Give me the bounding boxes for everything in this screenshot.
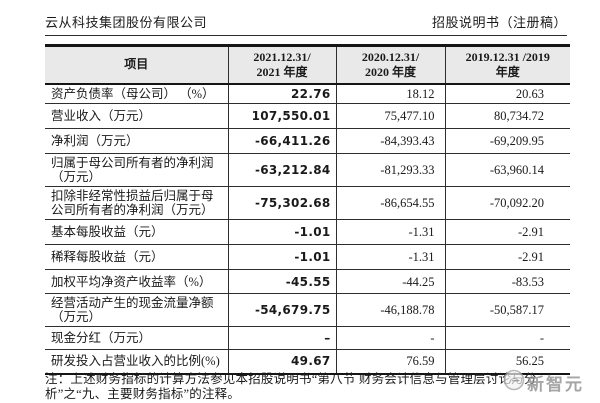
value-2020: 75,477.10 (335, 103, 445, 129)
value-2019: -2.91 (444, 244, 570, 270)
table-row: 研发投入占营业收入的比例(%) 49.67 76.59 56.25 (45, 349, 570, 375)
financial-indicators-table: 项目 2021.12.31/ 2021 年度 2020.12.31/ 2020 … (45, 44, 570, 375)
metric-label: 扣除非经常性损益后归属于母公司所有者的净利润（万元） (45, 186, 228, 220)
metric-label: 加权平均净资产收益率（%） (45, 269, 228, 294)
metric-label: 现金分红（万元） (45, 326, 228, 350)
column-header-2021: 2021.12.31/ 2021 年度 (227, 45, 336, 85)
value-2021: -54,679.75 (227, 293, 336, 327)
value-2020: -46,188.78 (335, 293, 445, 327)
table-row: 扣除非经常性损益后归属于母公司所有者的净利润（万元） -75,302.68 -8… (45, 186, 570, 220)
column-header-2020: 2020.12.31/ 2020 年度 (335, 45, 445, 85)
value-2021: 107,550.01 (227, 103, 336, 129)
value-2021: -1.01 (227, 244, 336, 270)
footnote-line-2: 析”之“九、主要财务指标”的注释。 (45, 387, 241, 401)
page-header: 云从科技集团股份有限公司 招股说明书（注册稿） (45, 12, 567, 36)
table-row: 资产负债率（母公司） （%） 22.76 18.12 20.63 (45, 83, 570, 104)
value-2019: 56.25 (444, 349, 570, 375)
table-row: 加权平均净资产收益率（%） -45.55 -44.25 -83.53 (45, 269, 570, 294)
table-row: 现金分红（万元） – - - (45, 326, 570, 350)
metric-label: 净利润（万元） (45, 128, 228, 154)
table-row: 经营活动产生的现金流量净额（万元） -54,679.75 -46,188.78 … (45, 293, 570, 327)
value-2020: -1.31 (335, 244, 445, 270)
value-2021: -1.01 (227, 219, 336, 245)
value-2020: -44.25 (335, 269, 445, 294)
metric-label: 经营活动产生的现金流量净额（万元） (45, 293, 228, 327)
value-2019: -70,092.20 (444, 186, 570, 220)
value-2020: -1.31 (335, 219, 445, 245)
value-2019: - (444, 326, 570, 350)
value-2019: -83.53 (444, 269, 570, 294)
metric-label: 稀释每股收益（元） (45, 244, 228, 270)
value-2019: -2.91 (444, 219, 570, 245)
table-row: 稀释每股收益（元） -1.01 -1.31 -2.91 (45, 244, 570, 270)
table-row: 净利润（万元） -66,411.26 -84,393.43 -69,209.95 (45, 128, 570, 154)
value-2021: 49.67 (227, 349, 336, 375)
value-2019: -50,587.17 (444, 293, 570, 327)
metric-label: 资产负债率（母公司） （%） (45, 83, 228, 104)
value-2019: -69,209.95 (444, 128, 570, 154)
value-2021: -66,411.26 (227, 128, 336, 154)
footnote-line-1: 注：上述财务指标的计算方法参见本招股说明书“第八节 财务会计信息与管理层讨论与分 (45, 372, 537, 386)
value-2019: -63,960.14 (444, 153, 570, 187)
table-row: 基本每股收益（元） -1.01 -1.31 -2.91 (45, 219, 570, 245)
value-2020: -84,393.43 (335, 128, 445, 154)
value-2020: - (335, 326, 445, 350)
value-2021: – (227, 326, 336, 350)
value-2020: -86,654.55 (335, 186, 445, 220)
value-2020: 18.12 (335, 83, 445, 104)
document-title: 招股说明书（注册稿） (431, 15, 567, 30)
value-2021: 22.76 (227, 83, 336, 104)
metric-label: 研发投入占营业收入的比例(%) (45, 349, 228, 375)
table-row: 归属于母公司所有者的净利润（万元） -63,212.84 -81,293.33 … (45, 153, 570, 187)
table-header-row: 项目 2021.12.31/ 2021 年度 2020.12.31/ 2020 … (45, 45, 570, 85)
value-2019: 20.63 (444, 83, 570, 104)
value-2020: -81,293.33 (335, 153, 445, 187)
value-2021: -45.55 (227, 269, 336, 294)
value-2020: 76.59 (335, 349, 445, 375)
company-name: 云从科技集团股份有限公司 (45, 15, 208, 30)
footnote: 注：上述财务指标的计算方法参见本招股说明书“第八节 财务会计信息与管理层讨论与分… (45, 372, 575, 402)
table-row: 营业收入（万元） 107,550.01 75,477.10 80,734.72 (45, 103, 570, 129)
column-header-2019: 2019.12.31 /2019 年度 (444, 45, 570, 85)
metric-label: 营业收入（万元） (45, 103, 228, 129)
metric-label: 基本每股收益（元） (45, 219, 228, 245)
value-2019: 80,734.72 (444, 103, 570, 129)
metric-label: 归属于母公司所有者的净利润（万元） (45, 153, 228, 187)
value-2021: -75,302.68 (227, 186, 336, 220)
column-header-item: 项目 (45, 45, 228, 85)
value-2021: -63,212.84 (227, 153, 336, 187)
